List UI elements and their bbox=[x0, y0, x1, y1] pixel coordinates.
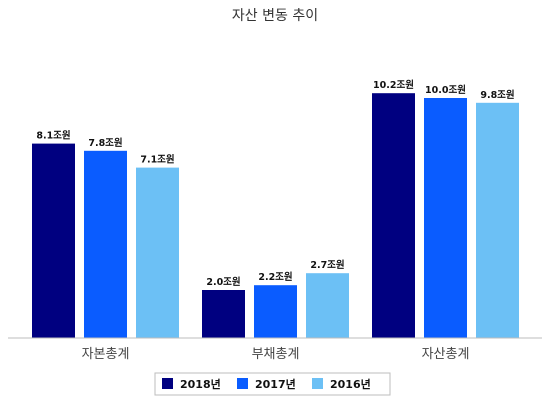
data-label-2016년-자산총계: 9.8조원 bbox=[480, 89, 514, 101]
legend-swatch-2016년 bbox=[312, 378, 323, 389]
chart-title: 자산 변동 추이 bbox=[232, 8, 318, 24]
legend: 2018년 2017년 2016년 bbox=[162, 377, 371, 391]
data-label-2016년-부채총계: 2.7조원 bbox=[310, 259, 344, 271]
data-label-2018년-자산총계: 10.2조원 bbox=[373, 79, 414, 91]
data-label-2018년-자본총계: 8.1조원 bbox=[36, 130, 70, 142]
legend-box bbox=[154, 372, 391, 396]
category-label: 자산총계 bbox=[422, 347, 470, 362]
bar-2016년-자산총계 bbox=[476, 102, 519, 338]
bar-2017년-부채총계 bbox=[254, 285, 297, 338]
data-label-2017년-자본총계: 7.8조원 bbox=[88, 137, 122, 149]
category-labels-layer: 자본총계 부채총계 자산총계 bbox=[82, 347, 470, 362]
data-label-2018년-부채총계: 2.0조원 bbox=[206, 276, 240, 288]
bar-2017년-자산총계 bbox=[424, 98, 467, 338]
category-label: 자본총계 bbox=[82, 347, 130, 362]
bar-2017년-자본총계 bbox=[84, 150, 127, 338]
legend-label-2016년: 2016년 bbox=[330, 377, 371, 391]
data-label-2016년-자본총계: 7.1조원 bbox=[140, 154, 174, 166]
legend-label-2018년: 2018년 bbox=[180, 377, 221, 391]
bar-2016년-부채총계 bbox=[306, 273, 349, 338]
bar-2018년-자본총계 bbox=[32, 143, 75, 338]
data-label-2017년-부채총계: 2.2조원 bbox=[258, 271, 292, 283]
data-labels-layer: 8.1조원 7.8조원 7.1조원 2.0조원 2.2조원 2.7조원 10.2조원 10.0… bbox=[36, 79, 514, 288]
bar-2018년-자산총계 bbox=[372, 93, 415, 338]
bar-2018년-부채총계 bbox=[202, 290, 245, 338]
legend-label-2017년: 2017년 bbox=[255, 377, 296, 391]
category-label: 부채총계 bbox=[252, 347, 300, 362]
bar-2016년-자본총계 bbox=[136, 167, 179, 338]
legend-swatch-2018년 bbox=[162, 378, 173, 389]
bars-layer bbox=[32, 93, 519, 338]
data-label-2017년-자산총계: 10.0조원 bbox=[425, 84, 466, 96]
legend-swatch-2017년 bbox=[237, 378, 248, 389]
